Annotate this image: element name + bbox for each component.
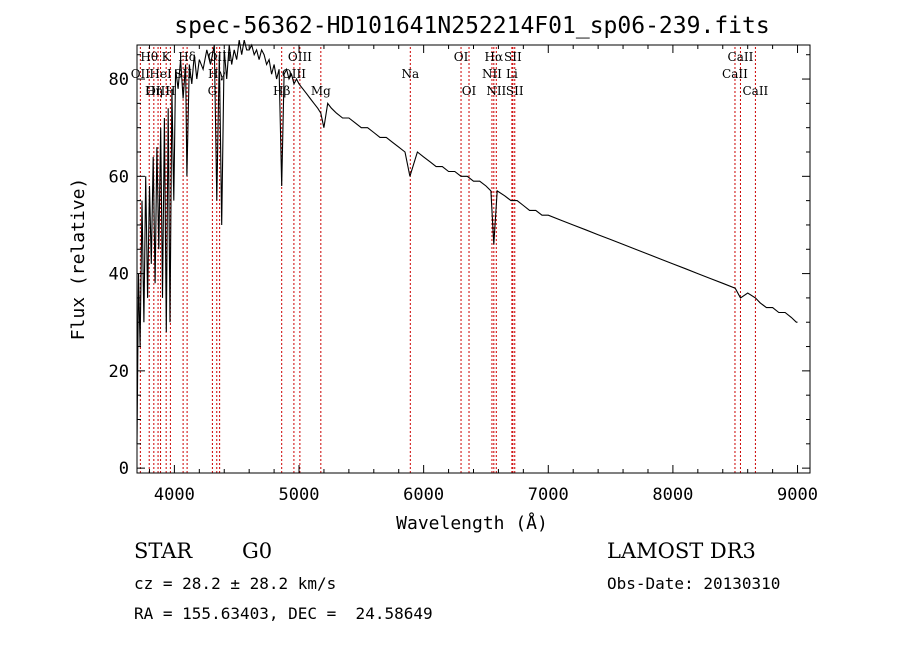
spectral-line-label: OIII: [288, 50, 312, 64]
y-axis-ticks: 0 20 40 60 80: [109, 54, 810, 479]
spectral-line-label: Hγ: [208, 67, 226, 81]
spectral-line-label: SII: [506, 84, 524, 98]
spectral-line-label: Hθ: [140, 50, 158, 64]
spectral-line-label: HeI: [149, 67, 172, 81]
survey-name: LAMOST DR3: [607, 539, 756, 563]
spectral-line-label: NII: [482, 67, 502, 81]
plot-frame: [136, 44, 811, 474]
x-tick-label: 4000: [154, 485, 195, 505]
spectral-line-label: OIII: [282, 67, 306, 81]
spectral-line-label: Mg: [311, 84, 331, 98]
spectral-line-labels: HθOIIOIIIHeIKHηSIIHHδGOIIIHγHβOIIIOIIIMg…: [131, 50, 769, 98]
spectral-line-label: OI: [462, 84, 477, 98]
chart-title: spec-56362-HD101641N252214F01_sp06-239.f…: [174, 13, 769, 39]
spectral-line-label: G: [208, 84, 218, 98]
spectral-line-markers: [139, 47, 756, 473]
x-tick-label: 7000: [528, 485, 569, 505]
spectral-line-label: Hδ: [178, 50, 196, 64]
y-tick-label: 20: [109, 362, 129, 382]
observation-date: Obs-Date: 20130310: [607, 574, 781, 593]
spectral-line-label: SII: [504, 50, 522, 64]
redshift-velocity: cz = 28.2 ± 28.2 km/s: [134, 574, 337, 593]
spectrum-series-line: [136, 39, 798, 444]
x-tick-label: 9000: [777, 485, 818, 505]
coordinates: RA = 155.63403, DEC = 24.58649: [134, 604, 433, 623]
spectral-line-label: OII: [131, 67, 151, 81]
x-tick-label: 5000: [279, 485, 320, 505]
y-tick-label: 40: [109, 265, 129, 285]
y-tick-label: 0: [119, 459, 129, 479]
spectral-line-label: H: [165, 84, 175, 98]
spectral-line-label: K: [162, 50, 172, 64]
spectral-line-label: Hβ: [273, 84, 290, 98]
spectral-line-label: Li: [506, 67, 518, 81]
y-axis-label: Flux (relative): [68, 178, 89, 341]
object-type: STAR: [134, 539, 193, 563]
spectral-line-label: OI: [454, 50, 469, 64]
y-tick-label: 60: [109, 167, 129, 187]
spectrum-chart: spec-56362-HD101641N252214F01_sp06-239.f…: [68, 13, 818, 534]
x-tick-label: 8000: [652, 485, 693, 505]
y-tick-label: 80: [109, 70, 129, 90]
spectral-line-label: NII: [486, 84, 506, 98]
x-axis-label: Wavelength (Å): [396, 512, 548, 534]
spectral-line-label: OIII: [146, 84, 170, 98]
x-axis-ticks: 4000 5000 6000 7000 8000 9000: [148, 45, 818, 505]
spectral-line-label: Hα: [485, 50, 504, 64]
spectral-line-label: CaII: [722, 67, 748, 81]
spectral-line-label: CaII: [728, 50, 754, 64]
spectral-line-label: Na: [401, 67, 419, 81]
x-tick-label: 6000: [403, 485, 444, 505]
spectral-line-label: Hη: [145, 84, 163, 98]
spectral-line-label: CaII: [742, 84, 768, 98]
object-subclass: G0: [242, 539, 273, 563]
